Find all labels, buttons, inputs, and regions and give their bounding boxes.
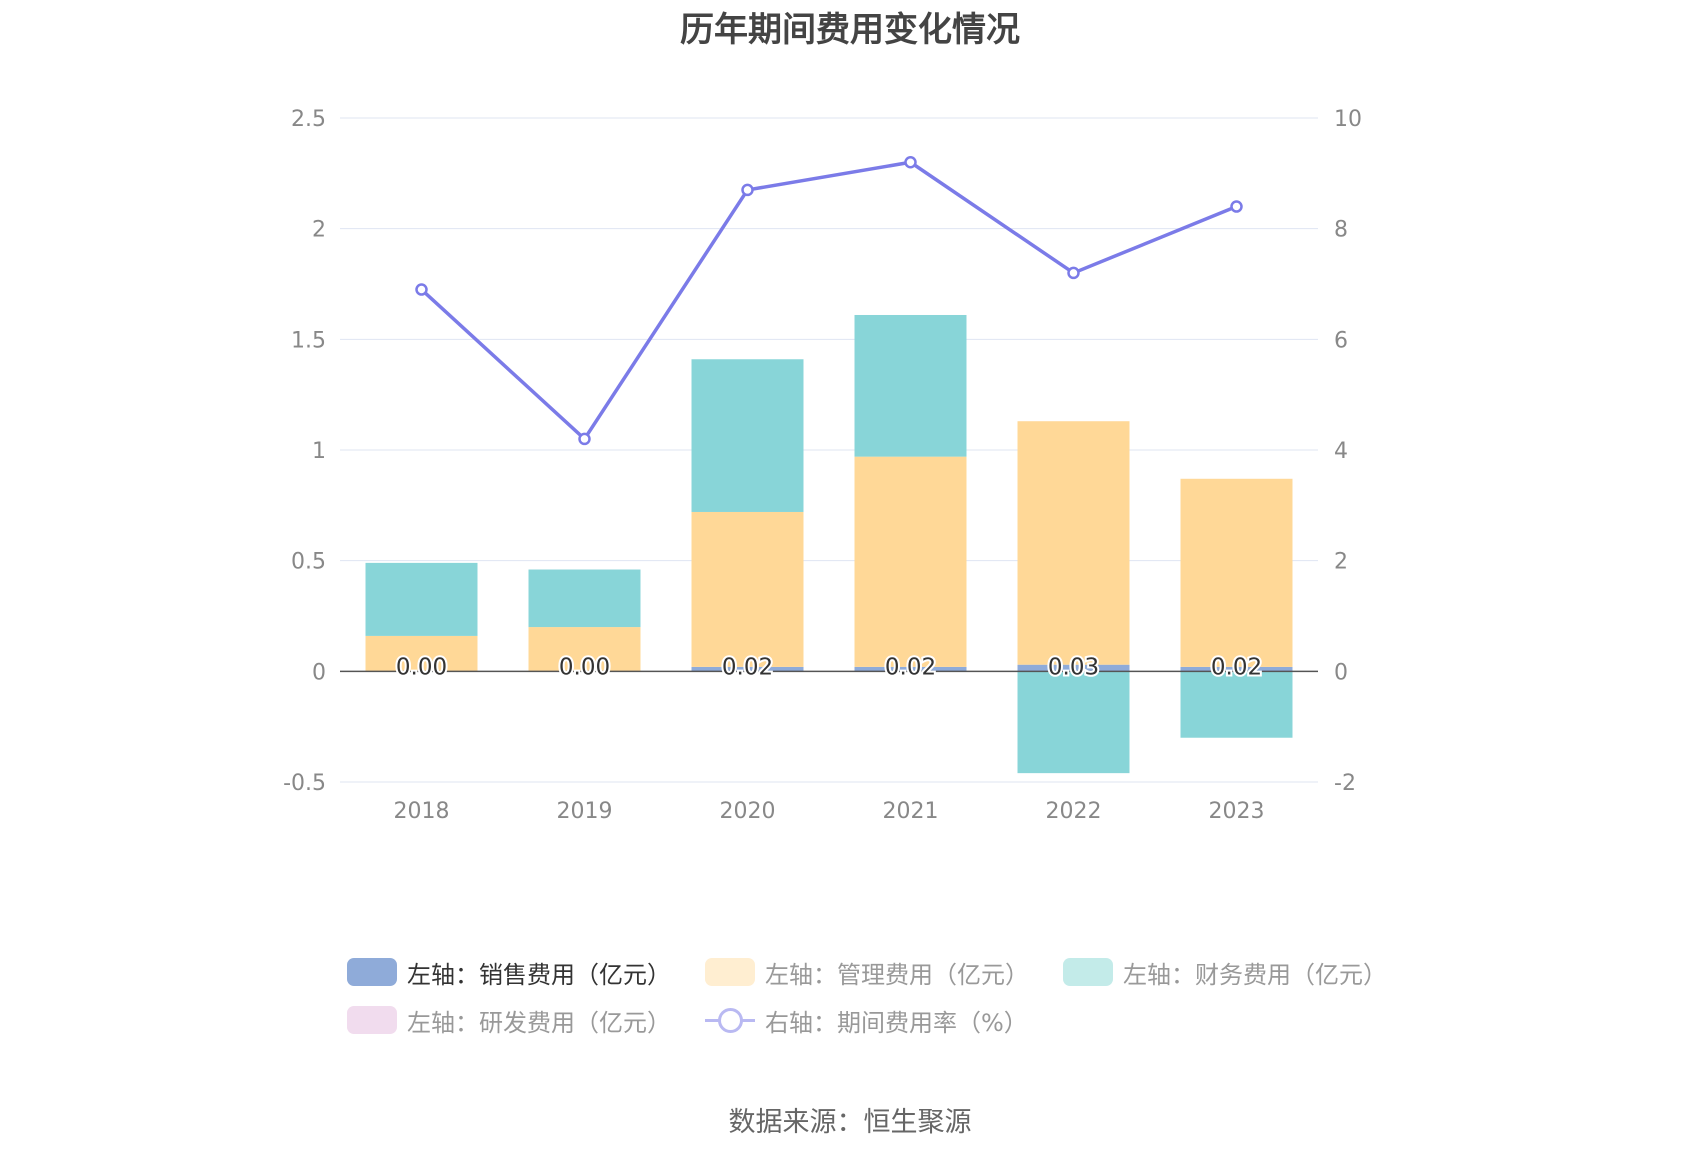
- line-point: [415, 283, 428, 296]
- grid-lines: [340, 117, 1318, 783]
- bar-data-label: 0.00: [396, 654, 447, 680]
- legend-item-admin[interactable]: 左轴：管理费用（亿元）: [705, 955, 1029, 990]
- legend-label-rd: 左轴：研发费用（亿元）: [407, 1008, 671, 1037]
- legend-row-2: 左轴：研发费用（亿元） 右轴：期间费用率（%）: [347, 996, 1407, 1044]
- line-point: [904, 156, 917, 169]
- right-axis: 10 8 6 4 2 0 -2: [1334, 107, 1362, 796]
- bar: [691, 666, 804, 672]
- legend-swatch-rd: [347, 1006, 397, 1034]
- left-tick-label: 2: [312, 218, 326, 243]
- bar: [1180, 478, 1293, 667]
- left-tick-label: 1: [312, 439, 326, 464]
- chart-title: 历年期间费用变化情况: [680, 10, 1020, 50]
- bar: [528, 569, 641, 628]
- line-point: [1230, 200, 1243, 213]
- bar: [854, 666, 967, 672]
- legend-label-expense-ratio: 右轴：期间费用率（%）: [765, 1008, 1028, 1037]
- line-series-path: [420, 160, 1238, 442]
- legend-swatch-sales: [347, 958, 397, 986]
- x-axis: 2018 2019 2020 2021 2022 2023: [394, 799, 1265, 824]
- legend-swatch-admin: [705, 958, 755, 986]
- bar: [528, 627, 641, 672]
- legend-label-finance: 左轴：财务费用（亿元）: [1123, 960, 1387, 989]
- bar-data-label: 0.02: [1211, 654, 1262, 680]
- right-tick-label: 6: [1334, 328, 1348, 353]
- line-point: [1067, 266, 1080, 280]
- legend-label-sales: 左轴：销售费用（亿元）: [407, 960, 671, 989]
- right-tick-label: 10: [1334, 107, 1362, 132]
- left-tick-label: -0.5: [283, 771, 326, 796]
- x-tick-label: 2020: [720, 799, 776, 824]
- right-tick-label: -2: [1334, 771, 1356, 796]
- bar: [1017, 671, 1130, 774]
- bar: [1180, 671, 1293, 738]
- bar: [365, 635, 478, 672]
- data-source: 数据来源：恒生聚源: [728, 1107, 972, 1138]
- x-tick-label: 2022: [1046, 799, 1102, 824]
- data-labels: 0.00 0.00 0.02 0.02 0.03 0.02: [394, 652, 1264, 682]
- bar-data-label: 0.03: [1048, 654, 1099, 680]
- bar: [1017, 421, 1130, 665]
- bar-data-label: 0.00: [559, 654, 610, 680]
- x-tick-label: 2021: [883, 799, 939, 824]
- x-tick-label: 2023: [1209, 799, 1265, 824]
- x-tick-label: 2018: [394, 799, 450, 824]
- bar: [365, 562, 478, 636]
- line-point: [741, 183, 754, 197]
- bar-data-label: 0.02: [722, 654, 773, 680]
- bar-series: [365, 314, 1293, 774]
- line-point: [578, 432, 591, 446]
- bar: [854, 314, 967, 457]
- legend-item-expense-ratio[interactable]: 右轴：期间费用率（%）: [705, 1003, 1028, 1038]
- legend-row-1: 左轴：销售费用（亿元） 左轴：管理费用（亿元） 左轴：财务费用（亿元）: [347, 948, 1407, 996]
- right-tick-label: 8: [1334, 218, 1348, 243]
- legend-label-admin: 左轴：管理费用（亿元）: [765, 960, 1029, 989]
- x-tick-label: 2019: [557, 799, 613, 824]
- right-tick-label: 0: [1334, 660, 1348, 685]
- legend-item-rd[interactable]: 左轴：研发费用（亿元）: [347, 1003, 671, 1038]
- legend-item-finance[interactable]: 左轴：财务费用（亿元）: [1063, 955, 1387, 990]
- bar: [691, 511, 804, 667]
- left-axis: 2.5 2 1.5 1 0.5 0 -0.5: [283, 107, 326, 796]
- right-tick-label: 2: [1334, 550, 1348, 575]
- left-tick-label: 2.5: [291, 107, 326, 132]
- bar: [1180, 666, 1293, 672]
- bar: [1017, 664, 1130, 672]
- bar-data-label: 0.02: [885, 654, 936, 680]
- bar: [854, 456, 967, 667]
- legend: 左轴：销售费用（亿元） 左轴：管理费用（亿元） 左轴：财务费用（亿元） 左轴：研…: [347, 948, 1407, 1044]
- left-tick-label: 0.5: [291, 550, 326, 575]
- right-tick-label: 4: [1334, 439, 1348, 464]
- bar: [691, 359, 804, 512]
- legend-swatch-finance: [1063, 958, 1113, 986]
- legend-item-sales[interactable]: 左轴：销售费用（亿元）: [347, 955, 671, 990]
- left-tick-label: 0: [312, 660, 326, 685]
- legend-swatch-expense-ratio: [705, 1006, 755, 1034]
- line-series: [415, 156, 1243, 446]
- left-tick-label: 1.5: [291, 328, 326, 353]
